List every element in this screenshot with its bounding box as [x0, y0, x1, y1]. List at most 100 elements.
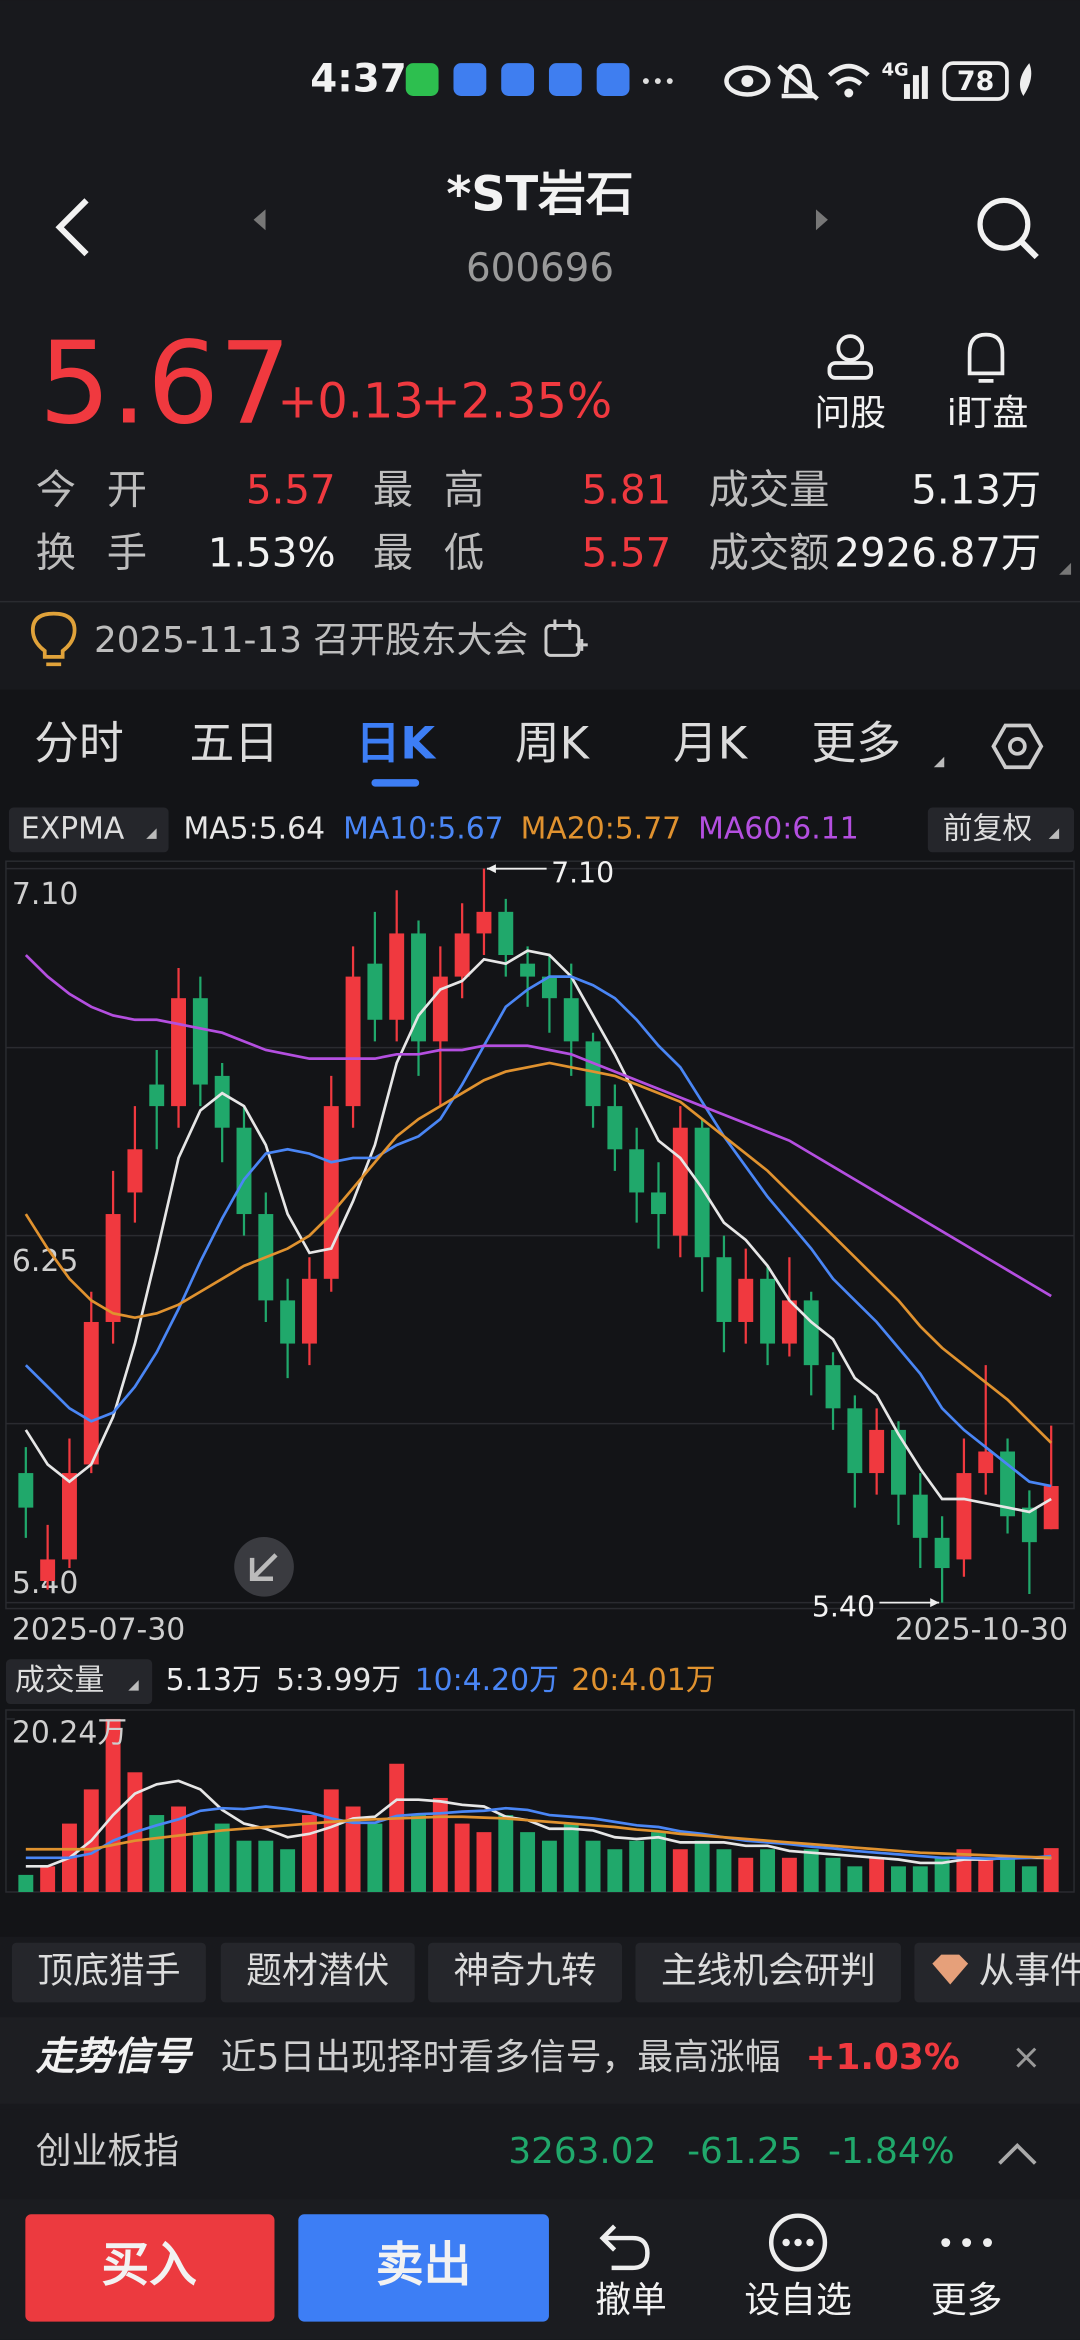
tool-chip[interactable] — [635, 1942, 901, 2003]
volume-bar — [498, 1815, 514, 1892]
candle-body — [105, 1214, 121, 1322]
ma-line — [24, 975, 1052, 1488]
cancel-icon[interactable] — [599, 2224, 650, 2271]
buy-label[interactable]: 买入 — [101, 2238, 197, 2293]
tool-label[interactable]: 题材潜伏 — [246, 1951, 389, 1992]
candle-body — [585, 1041, 601, 1107]
candle-body — [498, 911, 514, 956]
annotation-label: 5.40 — [812, 1591, 875, 1624]
prev-stock[interactable] — [253, 209, 266, 231]
index-change-pct: -1.84% — [828, 2131, 955, 2172]
ask-label[interactable]: 问股 — [814, 393, 886, 434]
ask-icon[interactable] — [827, 334, 874, 380]
tool-chip[interactable] — [428, 1942, 623, 2003]
tab[interactable]: 分时 — [34, 716, 124, 769]
candle-body — [411, 933, 426, 1042]
tool-label[interactable]: 神奇九转 — [453, 1951, 596, 1992]
candle-body — [345, 976, 361, 1107]
tab[interactable]: 周K — [515, 716, 591, 769]
volume-bar — [192, 1832, 208, 1892]
watch-label[interactable]: i盯盘 — [947, 393, 1029, 434]
watch-icon[interactable] — [967, 332, 1005, 383]
candle-body — [83, 1321, 99, 1465]
notice-row[interactable]: 2025-11-13 召开股东大会 — [30, 611, 588, 667]
volume-bar — [411, 1815, 426, 1892]
candle-body — [127, 1149, 143, 1193]
volume-selector[interactable] — [5, 1659, 153, 1705]
indicator-name[interactable]: EXPMA — [21, 811, 125, 846]
adjust-selector[interactable] — [927, 807, 1075, 853]
back-button[interactable] — [55, 198, 89, 257]
legend-entry: 20:4.01万 — [571, 1663, 715, 1698]
candle-body — [18, 1473, 34, 1508]
volume-bar — [803, 1849, 819, 1892]
volume-ma-line — [25, 1779, 1052, 1868]
candle-body — [694, 1127, 710, 1258]
ma-line — [24, 1061, 1053, 1444]
candle-body — [1021, 1507, 1037, 1543]
status-battery: 78 — [957, 66, 994, 97]
draw-tool-button[interactable] — [234, 1536, 294, 1597]
candle-body — [214, 1075, 230, 1128]
volume-bar — [891, 1866, 906, 1892]
next-stock[interactable] — [815, 209, 828, 231]
sell-button[interactable] — [298, 2214, 549, 2322]
candle-body — [367, 963, 383, 1020]
expand-index[interactable] — [998, 2142, 1037, 2165]
volume-bar — [694, 1840, 710, 1892]
volume-frame — [5, 1709, 1075, 1893]
action-label[interactable]: 更多 — [931, 2280, 1003, 2321]
adjust-name[interactable]: 前复权 — [943, 811, 1032, 846]
volume-bar — [520, 1832, 536, 1892]
index-bar[interactable] — [0, 2109, 1080, 2197]
candle-body — [1043, 1486, 1059, 1530]
volume-bar — [651, 1832, 666, 1892]
volume-bar — [912, 1866, 928, 1892]
candle-body — [541, 976, 557, 999]
volume-bar — [1043, 1848, 1059, 1892]
volume-bar — [105, 1718, 121, 1892]
volume-bar — [149, 1815, 165, 1892]
tool-icon — [932, 1954, 969, 1985]
volume-bar — [432, 1797, 448, 1892]
more-icon[interactable] — [941, 2238, 992, 2248]
volume-tick-label: 20.24万 — [12, 1715, 127, 1750]
signal-bar[interactable] — [0, 2017, 1080, 2104]
volume-value: 5.13万 — [166, 1663, 262, 1698]
tool-chip[interactable] — [220, 1942, 415, 2003]
volume-title[interactable]: 成交量 — [15, 1663, 104, 1698]
tool-label[interactable]: 顶底猎手 — [37, 1951, 180, 1992]
tab[interactable]: 更多 — [811, 716, 901, 769]
index-name: 创业板指 — [36, 2131, 179, 2172]
action-label[interactable]: 设自选 — [744, 2280, 851, 2321]
stat-value: 5.57 — [582, 530, 672, 576]
annotation-arrow — [930, 1598, 940, 1608]
sell-label[interactable]: 卖出 — [376, 2238, 471, 2293]
candle-body — [891, 1429, 906, 1495]
volume-bar — [171, 1806, 186, 1892]
buy-button[interactable] — [25, 2214, 275, 2322]
tab[interactable]: 五日 — [189, 716, 278, 769]
tab[interactable]: 月K — [673, 716, 749, 769]
action-label[interactable]: 撤单 — [595, 2280, 667, 2321]
candle-body — [760, 1278, 776, 1344]
caret — [1048, 828, 1060, 839]
close-signal[interactable] — [1016, 2047, 1037, 2068]
indicator-selector[interactable] — [8, 807, 169, 853]
stat-label: 成交额 — [709, 530, 830, 576]
notice-text[interactable]: 2025-11-13 召开股东大会 — [94, 620, 528, 661]
y-tick-label: 6.25 — [12, 1244, 78, 1279]
tab[interactable]: 日K — [356, 716, 438, 769]
tool-label[interactable]: 从事件 — [979, 1951, 1080, 1992]
stat-label: 最 低 — [373, 530, 493, 576]
tool-label[interactable]: 主线机会研判 — [661, 1951, 876, 1992]
signal-title: 走势信号 — [35, 2035, 194, 2080]
volume-bar — [934, 1857, 950, 1892]
tool-chip[interactable] — [11, 1942, 206, 2003]
volume-bar — [716, 1849, 732, 1892]
search-button[interactable] — [977, 197, 1039, 260]
watchlist-icon[interactable] — [768, 2213, 828, 2272]
settings-button[interactable] — [991, 723, 1044, 770]
volume-bar — [40, 1866, 56, 1892]
